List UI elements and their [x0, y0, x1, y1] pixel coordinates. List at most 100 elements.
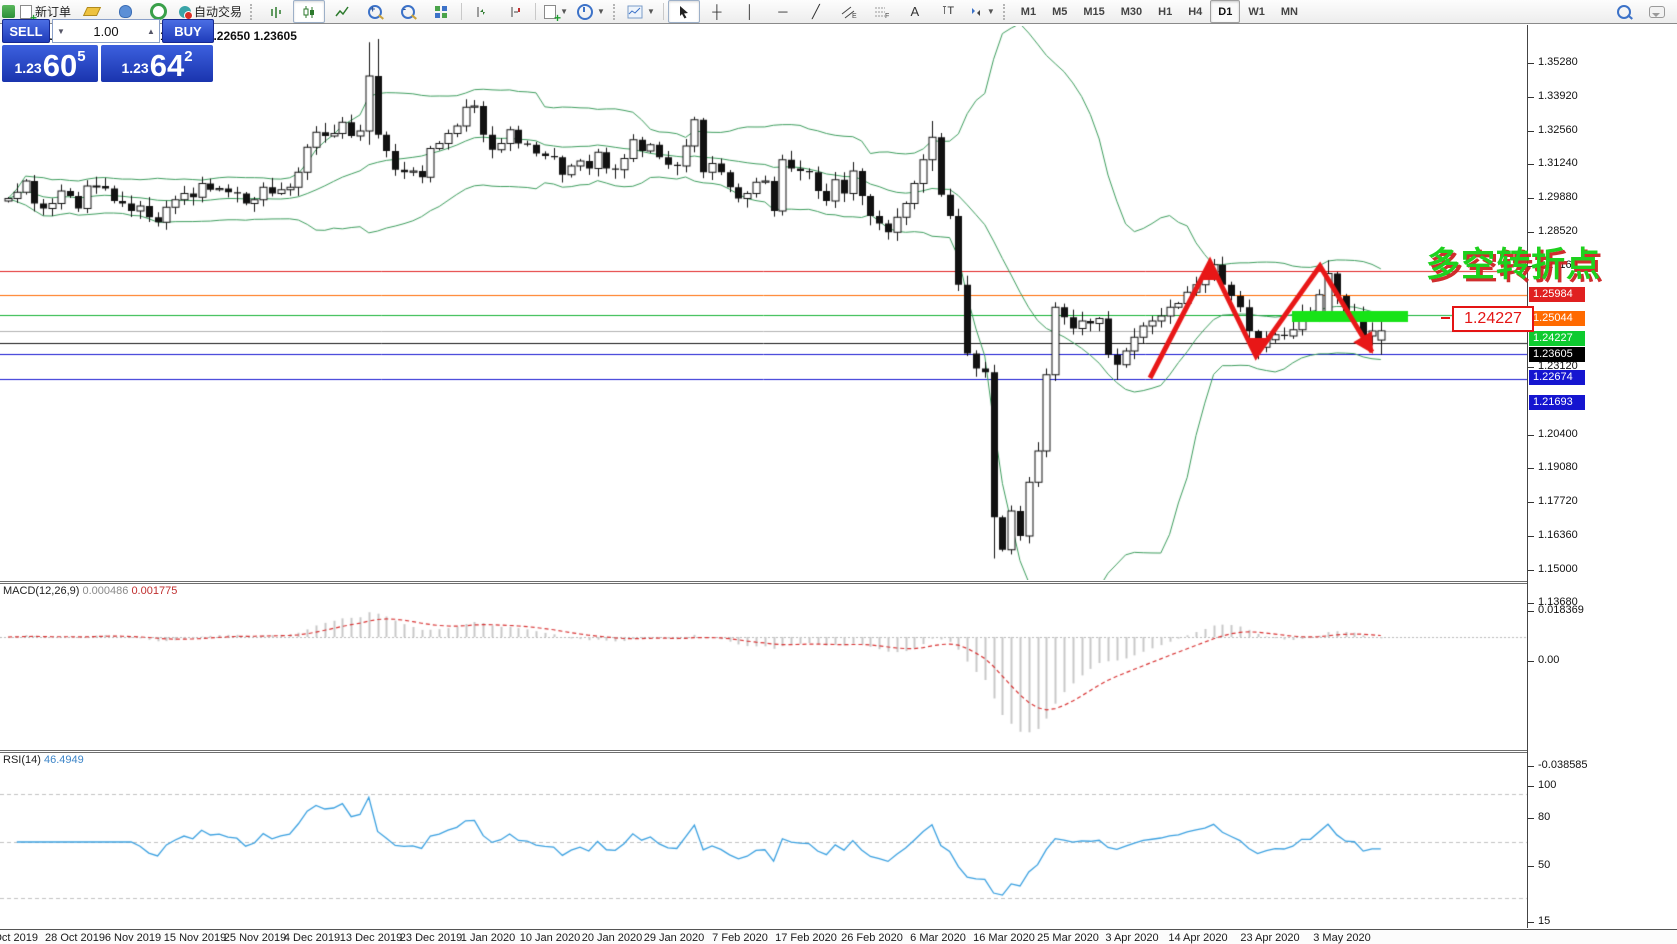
date-tick-label: 26 Feb 2020: [841, 932, 903, 944]
axis-tick: [1528, 131, 1534, 132]
bar-chart-icon: [271, 6, 281, 18]
toolbar: 新订单 自动交易 + - ▼ ▼ ▼: [0, 0, 1677, 25]
price-level-label: 1.24227: [1529, 331, 1585, 347]
volume-up-button[interactable]: ▲: [147, 26, 155, 36]
rsi-canvas[interactable]: [0, 752, 1527, 928]
cursor-tool[interactable]: [667, 0, 700, 23]
sell-price[interactable]: 1.23 60 5: [2, 45, 98, 82]
zoom-out-button[interactable]: -: [392, 0, 424, 23]
axis-tick: [1528, 536, 1534, 537]
toolbar-separator: [535, 3, 537, 20]
search-button[interactable]: [1608, 0, 1640, 23]
indicators-icon: [627, 5, 643, 18]
timeframe-m30[interactable]: M30: [1120, 5, 1143, 18]
axis-tick-label: 1.32560: [1538, 124, 1578, 136]
timeframe-m15[interactable]: M15: [1083, 5, 1105, 18]
axis-tick: [1528, 164, 1534, 165]
date-tick-label: 28 Oct 2019: [45, 932, 105, 944]
axis-tick-label: 1.29880: [1538, 191, 1578, 203]
timeframe-h4[interactable]: H4: [1188, 5, 1203, 18]
axis-tick: [1528, 198, 1534, 199]
auto-trading-icon: [179, 5, 194, 20]
axis-tick-label: 1.33920: [1538, 90, 1578, 102]
axis-tick-label: 1.19080: [1538, 461, 1578, 473]
axis-tick-label: 100: [1538, 779, 1557, 791]
axis-tick-label: 0.00: [1538, 654, 1560, 666]
label-tool[interactable]: ⊺T: [932, 0, 964, 23]
signals-button[interactable]: [142, 0, 174, 23]
horizontal-line-icon: ─: [778, 4, 788, 19]
price-tag-dash: [1441, 317, 1450, 319]
new-order-button[interactable]: 新订单: [16, 0, 75, 25]
date-tick-label: 10 Jan 2020: [519, 932, 581, 944]
new-chart-dropdown[interactable]: ▼: [540, 0, 572, 25]
volume-stepper[interactable]: ▼ 1.00 ▲: [52, 19, 160, 43]
app-icon: [2, 5, 15, 18]
panel-divider[interactable]: [0, 750, 1527, 753]
toolbar-separator: [662, 3, 664, 20]
axis-tick-label: -0.038585: [1538, 759, 1588, 771]
axis-tick-label: 1.31240: [1538, 157, 1578, 169]
chart-window: GBPUSD-,Daily 1.23237 1.24165 1.22650 1.…: [0, 25, 1677, 944]
timeframe-m1[interactable]: M1: [1020, 5, 1037, 18]
timeframe-w1[interactable]: W1: [1248, 5, 1265, 18]
timeframe-d1[interactable]: D1: [1210, 0, 1241, 23]
axis-tick: [1528, 818, 1534, 819]
one-click-trade-panel: SELL ▼ 1.00 ▲ BUY 1.23 60 5 1.23 64 2: [2, 19, 214, 82]
channel-tool[interactable]: E: [833, 0, 865, 23]
timeframe-m5[interactable]: M5: [1052, 5, 1068, 18]
main-chart-canvas[interactable]: [0, 26, 1527, 580]
date-tick-label: 20 Jan 2020: [581, 932, 643, 944]
line-chart-button[interactable]: [326, 0, 358, 23]
volume-value[interactable]: 1.00: [93, 23, 119, 39]
trendline-tool[interactable]: ╱: [800, 0, 832, 23]
timeframe-mn[interactable]: MN: [1280, 5, 1298, 18]
periods-dropdown[interactable]: ▼: [573, 0, 609, 23]
date-tick-label: 25 Mar 2020: [1037, 932, 1099, 944]
bar-chart-button[interactable]: [260, 0, 292, 23]
horizontal-line-tool[interactable]: ─: [767, 0, 799, 23]
chevron-down-icon: ▼: [646, 7, 655, 16]
buy-button[interactable]: BUY: [162, 19, 214, 43]
channel-icon: E: [841, 6, 857, 19]
candlestick-chart-button[interactable]: [293, 0, 326, 23]
indicators-dropdown[interactable]: ▼: [623, 0, 659, 23]
new-order-icon: [20, 4, 37, 25]
price-level-label: 1.23605: [1529, 346, 1585, 362]
axis-tick: [1528, 866, 1534, 867]
crosshair-tool[interactable]: ┼: [701, 0, 733, 23]
date-tick-label: 1 Jan 2020: [460, 932, 516, 944]
date-tick-label: 25 Nov 2019: [223, 932, 287, 944]
chart-shift-button[interactable]: [499, 0, 531, 23]
volume-down-button[interactable]: ▼: [57, 26, 65, 36]
zoom-in-button[interactable]: +: [359, 0, 391, 23]
panel-divider[interactable]: [0, 581, 1527, 584]
buy-price[interactable]: 1.23 64 2: [101, 45, 213, 82]
date-tick-label: 14 Apr 2020: [1168, 932, 1228, 944]
date-tick-label: 3 Apr 2020: [1105, 932, 1159, 944]
tile-windows-button[interactable]: [425, 0, 457, 23]
timeframe-h1[interactable]: H1: [1158, 5, 1173, 18]
auto-scroll-icon: [477, 6, 486, 17]
fibonacci-tool[interactable]: F: [866, 0, 898, 23]
axis-tick: [1528, 468, 1534, 469]
profile-button[interactable]: [109, 0, 141, 23]
vertical-line-tool[interactable]: │: [734, 0, 766, 23]
chat-button[interactable]: [1641, 0, 1673, 23]
auto-scroll-button[interactable]: [466, 0, 498, 23]
text-tool[interactable]: A: [899, 0, 931, 23]
date-tick-label: 17 Oct 2019: [0, 932, 38, 944]
arrows-dropdown[interactable]: ▼: [965, 0, 999, 23]
trendline-icon: ╱: [811, 4, 820, 19]
sell-button[interactable]: SELL: [2, 19, 50, 43]
chat-icon: [1649, 5, 1665, 18]
date-tick-label: 16 Mar 2020: [973, 932, 1035, 944]
macd-label: MACD(12,26,9) 0.000486 0.001775: [3, 585, 178, 597]
turning-point-annotation: 多空转折点: [1426, 246, 1601, 284]
axis-tick-label: 1.20400: [1538, 428, 1578, 440]
price-level-label: 1.25984: [1529, 287, 1585, 303]
price-axis[interactable]: 1.35280 1.33920 1.32560 1.31240 1.29880 1.285…: [1528, 25, 1677, 944]
axis-tick: [1528, 611, 1534, 612]
macd-canvas[interactable]: [0, 584, 1527, 750]
